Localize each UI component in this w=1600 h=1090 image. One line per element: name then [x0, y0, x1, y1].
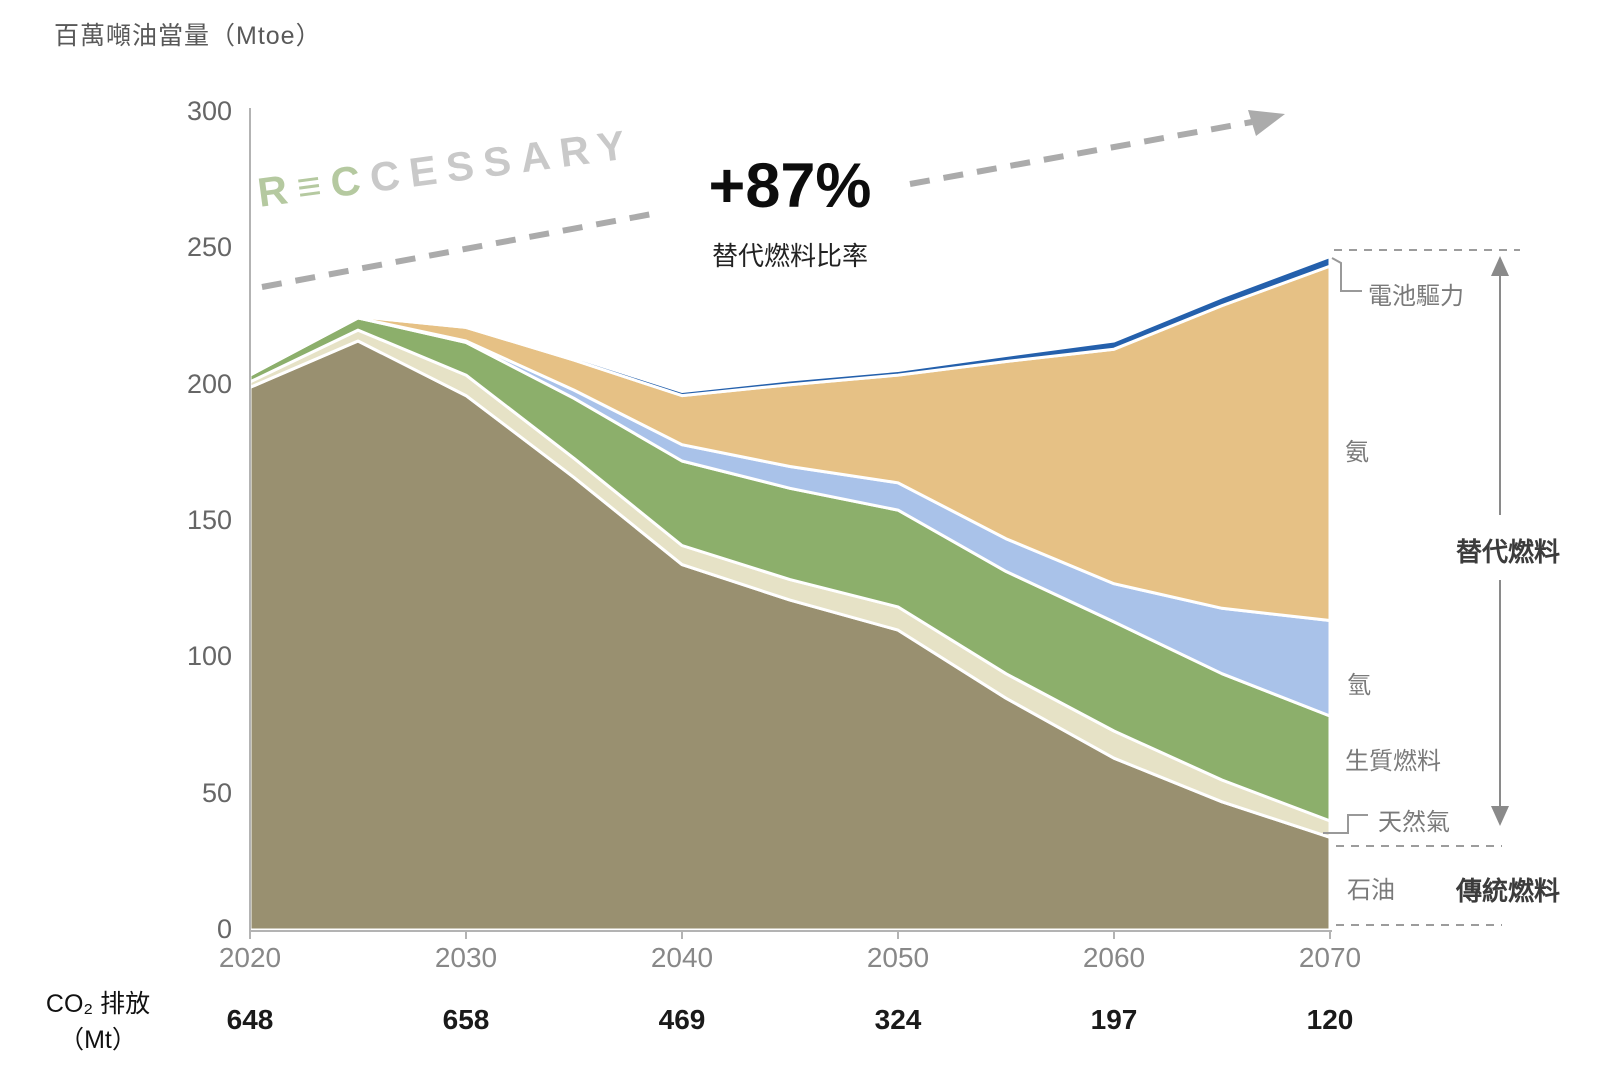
- co2-value-2070: 120: [1306, 1004, 1354, 1035]
- x-tick-label-2060: 2060: [1082, 942, 1146, 973]
- y-tick-label-100: 100: [186, 641, 232, 672]
- co2-row-label-line2: （Mt）: [59, 1026, 137, 1055]
- x-tick-label-2070: 2070: [1298, 942, 1362, 973]
- trend-arrow-dash-right: [909, 119, 1253, 187]
- alt-fuel-span-arrowhead-up: [1491, 256, 1509, 276]
- x-tick-label-2030: 2030: [434, 942, 498, 973]
- legend-ammonia: 氨: [1345, 439, 1369, 466]
- area-battery: [248, 255, 1332, 398]
- legend-biofuel: 生質燃料: [1345, 748, 1441, 775]
- y-tick-label-50: 50: [201, 777, 232, 808]
- co2-value-2030: 658: [442, 1004, 490, 1035]
- chart-title: 百萬噸油當量（Mtoe）: [54, 22, 322, 50]
- legend-battery: 電池驅力: [1368, 283, 1464, 310]
- x-tick-label-2020: 2020: [218, 942, 282, 973]
- legend-oil: 石油: [1347, 877, 1395, 904]
- co2-row-label: CO₂ 排放 （Mt）: [18, 986, 178, 1059]
- trend-arrow-head: [1248, 110, 1285, 136]
- co2-value-2020: 648: [226, 1004, 274, 1035]
- co2-value-2050: 324: [874, 1004, 922, 1035]
- alt-fuel-span-arrowhead-down: [1491, 806, 1509, 826]
- y-tick-label-250: 250: [186, 232, 232, 263]
- y-tick-label-0: 0: [216, 914, 232, 944]
- trend-arrow-dash-left: [261, 211, 653, 290]
- legend-group-traditional-fuels: 傳統燃料: [1456, 876, 1561, 906]
- y-tick-label-200: 200: [186, 368, 232, 399]
- legend-hydrogen: 氫: [1347, 672, 1371, 699]
- gas-label-connector: [1323, 814, 1368, 834]
- y-tick-label-150: 150: [186, 505, 232, 535]
- y-tick-label-300: 300: [186, 96, 232, 126]
- co2-row-label-line1: CO₂ 排放: [45, 990, 151, 1018]
- co2-value-2040: 469: [658, 1004, 706, 1035]
- growth-percentage: +87%: [708, 151, 872, 221]
- legend-gas: 天然氣: [1378, 809, 1450, 836]
- co2-value-2060: 197: [1090, 1004, 1138, 1035]
- x-tick-label-2040: 2040: [650, 942, 714, 973]
- growth-percentage-label: 替代燃料比率: [711, 241, 868, 271]
- legend-group-alternative-fuels: 替代燃料: [1456, 537, 1561, 567]
- battery-label-connector: [1331, 257, 1362, 292]
- x-tick-label-2050: 2050: [866, 942, 930, 973]
